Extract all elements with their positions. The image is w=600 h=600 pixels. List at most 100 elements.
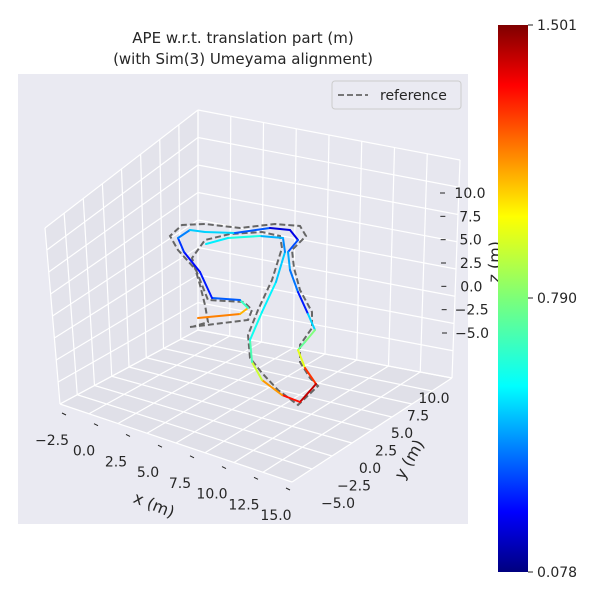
trajectory-group — [168, 222, 320, 407]
x-tick-label: 15.0 — [260, 508, 291, 524]
estimate-segment — [297, 349, 306, 369]
estimate-segment — [199, 271, 213, 299]
estimate-segment — [287, 251, 291, 271]
estimate-segment — [304, 367, 317, 385]
estimate-segment — [275, 251, 286, 283]
grid-line — [233, 365, 389, 464]
y-tick-label: 0.0 — [359, 461, 381, 477]
y-tick-label: −5.0 — [321, 496, 355, 512]
legend-box — [331, 80, 462, 110]
colorbar: 1.501 0.790 0.078 — [498, 18, 577, 581]
estimate-segment — [183, 251, 201, 273]
grid-line — [50, 192, 199, 295]
left-pane — [45, 110, 198, 404]
legend: reference — [331, 80, 462, 110]
estimate-segment — [287, 239, 299, 253]
colorbar-body — [498, 25, 528, 572]
y-ticks: −5.0−2.5 0.02.5 5.07.5 10.0 — [321, 391, 450, 512]
estimate-segment — [205, 237, 229, 245]
x-tick-mark — [61, 412, 67, 416]
x-tick-label: 5.0 — [137, 465, 159, 481]
legend-label: reference — [380, 88, 447, 104]
x-tick-label: 7.5 — [169, 476, 191, 492]
estimate-segment — [249, 339, 253, 363]
estimate-segment — [239, 299, 249, 309]
grid-line — [146, 357, 393, 418]
grid-line — [291, 377, 453, 483]
estimate-segment — [261, 281, 277, 313]
y-tick-label: 2.5 — [375, 444, 397, 460]
estimate-segment — [307, 313, 316, 331]
grid-line — [197, 219, 457, 270]
x-tick-mark — [221, 466, 227, 470]
estimate-segment — [289, 229, 299, 241]
x-tick-label: 0.0 — [73, 444, 95, 460]
chart-subtitle: (with Sim(3) Umeyama alignment) — [113, 50, 373, 68]
grid-line — [140, 154, 147, 358]
grid-line — [197, 164, 459, 216]
z-ticks: −5.0 −2.5 0.0 2.5 5.0 7.5 10.0 — [440, 186, 489, 342]
y-tick-label: 5.0 — [391, 426, 413, 442]
estimate-segment — [282, 237, 286, 253]
z-tick-label: 0.0 — [460, 279, 482, 295]
estimate-segment — [259, 235, 284, 239]
x-tick-mark — [125, 433, 131, 437]
grid-line — [197, 109, 461, 161]
grid-line — [46, 137, 199, 251]
z-tick-label: 7.5 — [459, 209, 481, 225]
colorbar-mid: 0.790 — [537, 291, 577, 307]
x-tick-mark — [285, 487, 291, 491]
z-tick-label: 2.5 — [460, 256, 482, 272]
estimate-segment — [204, 231, 236, 234]
grid-line — [159, 139, 165, 349]
z-tick-label: −5.0 — [455, 326, 489, 342]
y-tick-label: 10.0 — [418, 391, 449, 407]
x-tick-label: 12.5 — [228, 497, 259, 513]
grid-line — [52, 219, 199, 317]
x-tick-label: −2.5 — [35, 433, 69, 449]
grid-line — [163, 347, 413, 405]
y-tick-label: 7.5 — [407, 409, 429, 425]
grid-line — [387, 147, 396, 367]
estimate-segment — [211, 297, 241, 301]
z-tick-label: 5.0 — [460, 233, 482, 249]
estimate-segment — [251, 361, 263, 381]
grid-line — [197, 191, 458, 243]
grid-line — [178, 124, 182, 340]
estimate-segment — [261, 379, 283, 396]
x-tick-mark — [157, 444, 163, 448]
x-tick-mark — [189, 455, 195, 459]
estimate-segment — [297, 291, 309, 315]
grid — [44, 109, 461, 483]
colorbar-min: 0.078 — [537, 565, 577, 581]
estimate-segment — [304, 329, 316, 343]
z-tick-label: 10.0 — [454, 186, 485, 202]
x-tick-mark — [93, 423, 99, 427]
grid-line — [180, 338, 433, 392]
z-tick-label: −2.5 — [455, 303, 489, 319]
x-tick-label: 10.0 — [196, 487, 227, 503]
x-ticks: −2.50.0 2.5 5.0 7.5 10.012.515.0 — [35, 412, 292, 524]
estimate-segment — [177, 229, 191, 239]
floor-pane — [60, 330, 452, 482]
grid-line — [451, 159, 461, 379]
grid-line — [197, 136, 460, 188]
x-tick-mark — [253, 476, 259, 480]
estimate-segment — [227, 235, 261, 239]
grid-line — [175, 353, 326, 444]
chart-title: APE w.r.t. translation part (m) — [132, 29, 353, 47]
grid-line — [197, 329, 453, 379]
estimate-segment — [249, 311, 263, 341]
estimate-segment — [234, 227, 271, 234]
estimate-segment — [189, 229, 206, 233]
grid-line — [356, 141, 363, 361]
estimate-segment — [281, 394, 301, 403]
x-tick-label: 2.5 — [105, 454, 127, 470]
grid-line — [262, 371, 421, 473]
estimate-segment — [289, 269, 299, 293]
estimate-segment — [197, 313, 241, 319]
estimate-segment — [239, 307, 249, 315]
estimate-segment — [299, 383, 317, 403]
estimate-segment — [177, 237, 185, 253]
